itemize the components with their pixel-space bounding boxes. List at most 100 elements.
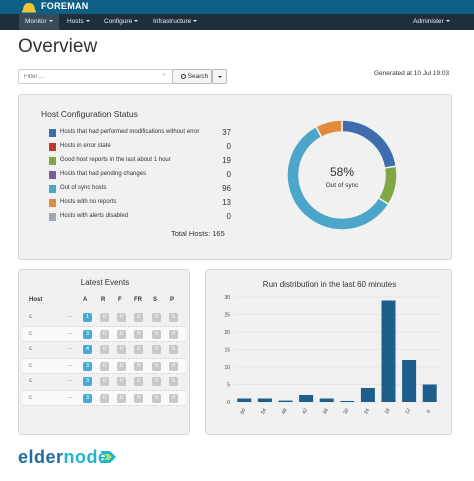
count-badge-fr: 0 [134, 313, 143, 322]
col-header-fr[interactable]: FR [134, 297, 142, 303]
legend-row[interactable]: Good host reports in the last about 1 ho… [49, 155, 231, 167]
count-badge-f: 0 [117, 330, 126, 339]
legend-count[interactable]: 96 [222, 184, 231, 193]
count-badge-a: 1 [83, 313, 92, 322]
table-row[interactable]: c... 1 0 0 0 0 0 [23, 310, 185, 326]
legend-label: Hosts that had performed modifications w… [60, 129, 200, 135]
host-link[interactable]: c [29, 331, 32, 337]
x-tick-label: 12 [404, 407, 412, 415]
donut-slice[interactable] [341, 119, 398, 169]
count-badge-fr: 0 [134, 330, 143, 339]
count-badge-s: 0 [152, 345, 161, 354]
latest-events-title: Latest Events [80, 278, 130, 287]
count-badge-p: 0 [169, 313, 178, 322]
legend-label: Hosts that had pending changes [60, 171, 147, 177]
bar[interactable] [237, 398, 252, 403]
host-link[interactable]: c [29, 395, 32, 401]
legend-row[interactable]: Hosts that had pending changes 0 [49, 169, 231, 181]
col-header-r[interactable]: R [101, 297, 106, 303]
count-badge-f: 0 [117, 362, 126, 371]
legend-count[interactable]: 19 [222, 156, 231, 165]
host-link[interactable]: c [29, 314, 32, 320]
legend-row[interactable]: Hosts with alerts disabled 0 [49, 211, 231, 223]
col-header-f[interactable]: F [118, 297, 122, 303]
clear-filter-icon[interactable]: × [162, 72, 167, 79]
bar[interactable] [402, 360, 417, 402]
chevron-down-icon [48, 20, 53, 23]
count-badge-r: 0 [100, 362, 109, 371]
bar[interactable] [422, 384, 437, 403]
host-link[interactable]: c [29, 378, 32, 384]
host-truncated: ... [67, 377, 73, 383]
nav-monitor[interactable]: Monitor [19, 14, 59, 30]
search-button[interactable]: Search [172, 69, 212, 84]
legend-count[interactable]: 0 [226, 142, 231, 151]
legend-row[interactable]: Hosts that had performed modifications w… [49, 127, 231, 139]
eldernode-watermark: eldernode [18, 447, 109, 468]
x-tick-label: 60 [239, 407, 247, 415]
donut-caption: Out of sync [325, 182, 359, 189]
legend-label: Hosts in error state [60, 143, 111, 149]
nav-monitor-label: Monitor [25, 18, 47, 25]
legend-swatch [49, 171, 56, 179]
bar[interactable] [257, 398, 272, 403]
col-header-host[interactable]: Host [29, 297, 43, 303]
bar[interactable] [381, 300, 396, 403]
donut-percentage: 58% [329, 165, 355, 179]
count-badge-p: 0 [169, 362, 178, 371]
col-header-s[interactable]: S [153, 297, 158, 303]
main-nav: Monitor Hosts Configure Infrastructure A… [0, 14, 474, 30]
y-tick-label: 15 [224, 348, 230, 354]
count-badge-fr: 0 [134, 362, 143, 371]
legend-count[interactable]: 37 [222, 128, 231, 137]
search-input[interactable] [18, 69, 173, 84]
table-row[interactable]: c... 3 0 0 0 0 0 [23, 326, 185, 342]
nav-configure-label: Configure [104, 18, 133, 25]
total-hosts: Total Hosts: 165 [171, 229, 225, 238]
count-badge-a: 3 [83, 330, 92, 339]
count-badge-r: 0 [100, 394, 109, 403]
search-button-label: Search [187, 73, 209, 80]
donut-slice[interactable] [314, 119, 343, 139]
watermark-text-a: elder [18, 447, 64, 467]
nav-administer[interactable]: Administer [407, 14, 456, 30]
bar[interactable] [299, 395, 314, 402]
legend-swatch [49, 143, 56, 151]
bar[interactable] [340, 400, 355, 402]
legend-row[interactable]: Out of sync hosts 96 [49, 183, 231, 195]
table-row[interactable]: c... 3 0 0 0 0 0 [23, 374, 185, 390]
x-tick-label: 42 [301, 407, 309, 415]
count-badge-fr: 0 [134, 394, 143, 403]
table-row[interactable]: c... 4 0 0 0 0 0 [23, 342, 185, 358]
count-badge-f: 0 [117, 313, 126, 322]
search-options-button[interactable] [212, 69, 227, 84]
host-link[interactable]: c [29, 346, 32, 352]
legend-row[interactable]: Hosts with no reports 13 [49, 197, 231, 209]
nav-hosts[interactable]: Hosts [61, 14, 96, 30]
run-distribution-chart[interactable]: 0 5 10 15 20 25 30 60 54 48 42 36 30 24 18 12 6 [206, 270, 453, 436]
bar[interactable] [319, 398, 334, 403]
bar[interactable] [360, 388, 375, 402]
legend-count[interactable]: 13 [222, 198, 231, 207]
legend-count[interactable]: 0 [226, 170, 231, 179]
legend-label: Hosts with no reports [60, 199, 117, 205]
host-config-donut-chart[interactable] [284, 117, 400, 233]
bar[interactable] [278, 400, 293, 402]
col-header-a[interactable]: A [83, 297, 88, 303]
chevron-down-icon [193, 20, 198, 23]
host-link[interactable]: c [29, 363, 32, 369]
nav-infrastructure[interactable]: Infrastructure [147, 14, 203, 30]
foreman-helmet-icon[interactable] [22, 1, 36, 13]
count-badge-a: 3 [83, 362, 92, 371]
count-badge-s: 0 [152, 377, 161, 386]
brand-name[interactable]: FOREMAN [41, 1, 89, 11]
table-row[interactable]: c... 3 0 0 0 0 0 [23, 358, 185, 374]
count-badge-s: 0 [152, 330, 161, 339]
count-badge-a: 3 [83, 394, 92, 403]
count-badge-s: 0 [152, 313, 161, 322]
table-row[interactable]: c... 3 0 0 0 0 0 [23, 390, 185, 406]
nav-configure[interactable]: Configure [98, 14, 144, 30]
legend-count[interactable]: 0 [226, 212, 231, 221]
legend-row[interactable]: Hosts in error state 0 [49, 141, 231, 153]
col-header-p[interactable]: P [170, 297, 175, 303]
